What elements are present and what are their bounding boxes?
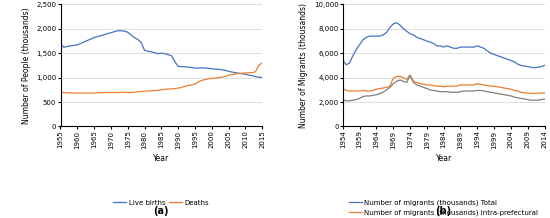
Number of migrants (thousands) Total — [339, 59, 346, 62]
Live births — [104, 32, 111, 35]
Y-axis label: Number of Migrants (thousands): Number of Migrants (thousands) — [299, 3, 309, 128]
Number of migrants (thousands) Total — [387, 26, 393, 29]
Deaths — [182, 85, 188, 88]
Number of migrants (thousands) Inter-prefectural — [417, 85, 424, 87]
Text: (b): (b) — [436, 206, 452, 216]
Y-axis label: Number of People (thousands): Number of People (thousands) — [21, 7, 31, 124]
Number of migrants (thousands) Intra-prefectural — [541, 92, 548, 94]
Deaths — [67, 92, 74, 94]
Number of migrants (thousands) Intra-prefectural — [339, 87, 346, 90]
Live births — [57, 42, 64, 45]
Line: Live births: Live births — [60, 31, 262, 78]
Number of migrants (thousands) Total — [518, 64, 524, 67]
Number of migrants (thousands) Intra-prefectural — [518, 91, 524, 94]
Number of migrants (thousands) Intra-prefectural — [450, 85, 457, 87]
Number of migrants (thousands) Inter-prefectural — [541, 98, 548, 100]
Number of migrants (thousands) Inter-prefectural — [454, 91, 460, 94]
Text: (a): (a) — [153, 206, 169, 216]
Line: Deaths: Deaths — [60, 63, 262, 93]
Line: Number of migrants (thousands) Intra-prefectural: Number of migrants (thousands) Intra-pre… — [343, 75, 544, 93]
Deaths — [168, 88, 175, 90]
Number of migrants (thousands) Total — [414, 36, 420, 39]
Number of migrants (thousands) Intra-prefectural — [531, 92, 538, 95]
Live births — [131, 36, 138, 39]
Number of migrants (thousands) Intra-prefectural — [414, 81, 420, 84]
Live births — [168, 54, 175, 57]
Number of migrants (thousands) Total — [450, 47, 457, 50]
Number of migrants (thousands) Inter-prefectural — [343, 99, 349, 102]
Number of migrants (thousands) Intra-prefectural — [380, 87, 387, 89]
Deaths — [235, 72, 242, 75]
Number of migrants (thousands) Intra-prefectural — [407, 74, 414, 77]
Live births — [259, 76, 266, 79]
Number of migrants (thousands) Inter-prefectural — [339, 98, 346, 101]
Live births — [235, 72, 242, 75]
Deaths — [259, 62, 266, 64]
Deaths — [131, 91, 138, 94]
Number of migrants (thousands) Total — [541, 64, 548, 67]
Deaths — [108, 91, 114, 94]
Number of migrants (thousands) Inter-prefectural — [521, 98, 527, 100]
X-axis label: Year: Year — [153, 154, 169, 163]
Number of migrants (thousands) Inter-prefectural — [383, 89, 390, 91]
Number of migrants (thousands) Inter-prefectural — [407, 74, 414, 77]
Number of migrants (thousands) Inter-prefectural — [468, 90, 474, 92]
Line: Number of migrants (thousands) Inter-prefectural: Number of migrants (thousands) Inter-pre… — [343, 75, 544, 101]
Legend: Live births, Deaths: Live births, Deaths — [111, 197, 212, 209]
Line: Number of migrants (thousands) Total: Number of migrants (thousands) Total — [343, 23, 544, 68]
Number of migrants (thousands) Total — [380, 34, 387, 36]
Deaths — [57, 91, 64, 94]
Number of migrants (thousands) Inter-prefectural — [390, 82, 397, 85]
Number of migrants (thousands) Intra-prefectural — [464, 84, 470, 86]
Legend: Number of migrants (thousands) Total, Number of migrants (thousands) Intra-prefe: Number of migrants (thousands) Total, Nu… — [346, 197, 541, 218]
Live births — [97, 34, 104, 37]
Number of migrants (thousands) Total — [464, 46, 470, 48]
Live births — [182, 66, 188, 68]
X-axis label: Year: Year — [436, 154, 452, 163]
Live births — [114, 29, 121, 32]
Deaths — [101, 91, 107, 94]
Number of migrants (thousands) Total — [393, 21, 400, 24]
Number of migrants (thousands) Intra-prefectural — [387, 85, 393, 87]
Number of migrants (thousands) Total — [531, 66, 538, 69]
